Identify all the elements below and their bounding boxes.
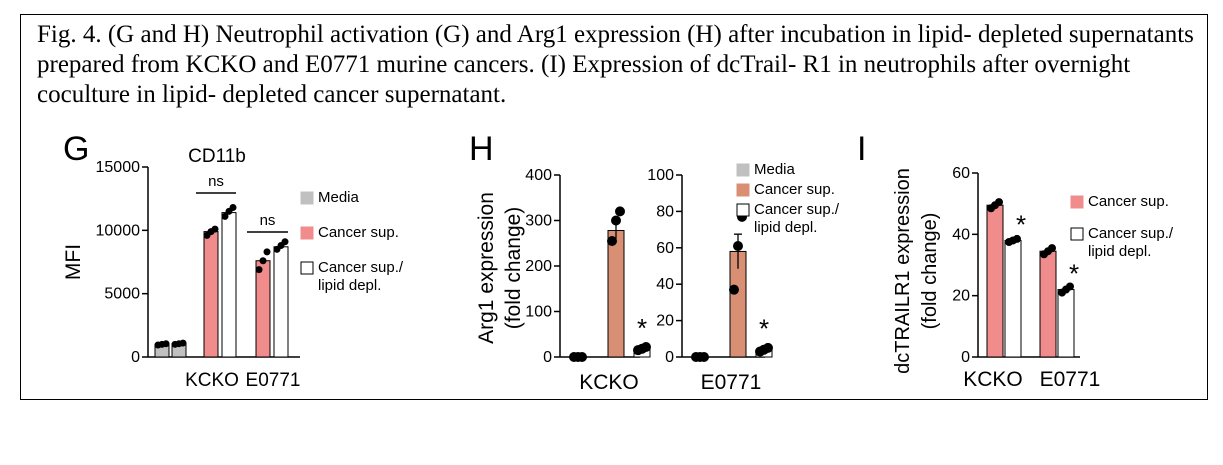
i-bar-KCKO-0 [986, 204, 1004, 358]
g-legend-label: Cancer sup. [318, 224, 399, 241]
i-ylabel-line1: dcTRAILR1 expression [892, 168, 914, 374]
h-point [577, 352, 587, 362]
g-legend-label: Cancer sup./ [318, 259, 404, 276]
panel-H-e0771: 0 20 40 60 80 100 * E0771 [647, 167, 773, 394]
h-ytick-label: 0 [665, 349, 674, 366]
h-point [607, 235, 617, 246]
i-xtick-label: E0771 [1040, 368, 1101, 391]
h-point [641, 341, 651, 352]
h-ytick-label: 40 [656, 276, 674, 293]
g-legend-swatch [300, 261, 314, 275]
g-legend-swatch [300, 191, 314, 205]
i-bar-E0771-1 [1057, 289, 1075, 358]
g-legend-label: Media [318, 189, 360, 206]
g-point-E0771 [259, 257, 267, 265]
g-xtick-label: KCKO [185, 370, 239, 391]
h-ylabel-line2: (fold change) [502, 207, 525, 330]
h-point [763, 342, 773, 353]
i-point [995, 198, 1003, 207]
panel-letter-G: G [63, 130, 89, 168]
g-ytick-label: 0 [131, 349, 140, 366]
i-ytick-label: 40 [952, 226, 970, 243]
h-xtick-label: E0771 [701, 371, 762, 394]
g-bar-E0771-2 [273, 246, 289, 358]
h-point [729, 284, 739, 295]
h-legend-label: Cancer sup./ [754, 201, 840, 218]
panel-G: 0 5000 10000 15000 ns ns CD11b KCKO E0771 MFI [62, 146, 300, 391]
h-ytick-label: 100 [525, 304, 552, 321]
i-xtick-label: KCKO [963, 368, 1023, 391]
g-point-KCKO [162, 340, 170, 348]
i-point [1066, 282, 1074, 291]
h-legend-label: lipid depl. [754, 219, 817, 236]
g-ytick-label: 10000 [96, 222, 141, 239]
h-ytick-label: 0 [543, 349, 552, 366]
panel-H-kcko: 0 100 200 300 400 * KCKO Arg1 expression (fold c… [475, 167, 651, 394]
h-sig-star: * [637, 313, 647, 343]
h-ytick-label: 300 [525, 213, 552, 230]
h-ytick-label: 200 [525, 258, 552, 275]
panel-letter-I: I [857, 130, 866, 168]
i-legend-label: Cancer sup./ [1088, 225, 1174, 242]
g-bar-E0771-1 [255, 260, 271, 358]
g-legend-swatch [300, 226, 314, 240]
i-ytick-label: 20 [952, 288, 970, 305]
h-legend-label: Cancer sup. [754, 181, 835, 198]
g-point-KCKO [221, 212, 229, 220]
g-point-E0771 [263, 248, 271, 256]
g-ytick-label: 5000 [104, 286, 140, 303]
panel-letters: G H I [63, 130, 866, 168]
i-bar-KCKO-1 [1004, 239, 1022, 358]
i-sig-star: * [1016, 209, 1026, 239]
i-point [1013, 234, 1021, 243]
i-ytick-label: 60 [952, 165, 970, 182]
h-ylabel-line1: Arg1 expression [475, 192, 498, 344]
h-ytick-label: 20 [656, 313, 674, 330]
i-ytick-label: 0 [961, 349, 970, 366]
h-point [615, 206, 625, 217]
h-legend-swatch [736, 203, 750, 217]
i-legend-label: lipid depl. [1088, 243, 1151, 260]
h-ytick-label: 60 [656, 240, 674, 257]
h-legend-label: Media [754, 161, 796, 178]
i-bar-E0771-0 [1039, 250, 1057, 358]
h-sig-star: * [759, 314, 769, 344]
i-legend-label: Cancer sup. [1088, 193, 1169, 210]
g-title: CD11b [188, 146, 246, 167]
g-point-E0771 [179, 339, 187, 347]
h-point [699, 352, 709, 362]
i-point [1048, 244, 1056, 253]
g-point-E0771 [281, 238, 289, 246]
panel-I: 0 20 40 60 * * KCKO E0771 dcTRAILR1 expression (f… [892, 165, 1100, 391]
i-ylabel-line2: (fold change) [919, 213, 941, 330]
h-ytick-label: 80 [656, 203, 674, 220]
figure-caption: Fig. 4. (G and H) Neutrophil activation … [37, 21, 1194, 108]
g-ytick-label: 15000 [96, 159, 141, 176]
h-xtick-label: KCKO [579, 371, 639, 394]
h-bar-1 [607, 230, 625, 358]
g-sig-label: ns [208, 173, 224, 190]
g-point-KCKO [211, 225, 219, 233]
h-legend-swatch [736, 183, 750, 197]
g-bar-KCKO-1 [203, 231, 219, 358]
h-legend-swatch [736, 163, 750, 177]
panel-letter-H: H [469, 130, 494, 168]
i-legend-swatch [1070, 227, 1084, 241]
h-ytick-label: 400 [525, 167, 552, 184]
g-ylabel: MFI [62, 244, 85, 280]
g-bar-KCKO-2 [221, 212, 237, 358]
g-legend-label: lipid depl. [318, 277, 381, 294]
i-legend-swatch [1070, 195, 1084, 209]
i-sig-star: * [1069, 259, 1079, 289]
g-sig-label: ns [260, 212, 276, 229]
h-ytick-label: 100 [647, 167, 674, 184]
g-point-E0771 [255, 266, 263, 274]
g-xtick-label: E0771 [246, 370, 301, 391]
g-point-KCKO [229, 204, 237, 212]
